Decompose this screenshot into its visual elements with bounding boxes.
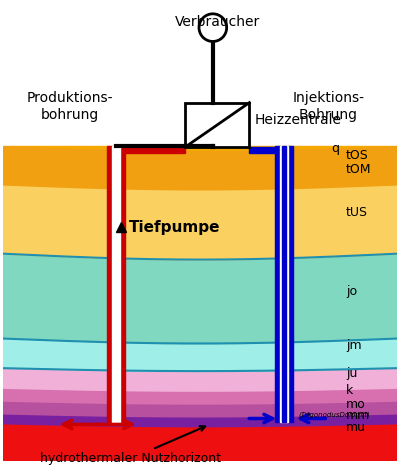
Text: tUS: tUS xyxy=(346,205,368,219)
Polygon shape xyxy=(2,336,398,372)
Polygon shape xyxy=(2,387,398,405)
Text: mo: mo xyxy=(346,398,366,411)
Polygon shape xyxy=(2,146,398,191)
Text: ju: ju xyxy=(346,367,358,380)
Text: Injektions-
Bohrung: Injektions- Bohrung xyxy=(292,92,364,122)
Polygon shape xyxy=(249,147,275,153)
Text: tOM: tOM xyxy=(346,163,372,176)
Polygon shape xyxy=(282,146,286,423)
Polygon shape xyxy=(2,412,398,427)
Text: hydrothermaler Nutzhorizont: hydrothermaler Nutzhorizont xyxy=(40,426,222,465)
Polygon shape xyxy=(2,146,398,461)
Circle shape xyxy=(199,14,227,42)
Text: jm: jm xyxy=(346,339,362,352)
Polygon shape xyxy=(2,423,398,464)
Polygon shape xyxy=(288,146,293,423)
Polygon shape xyxy=(2,400,398,417)
Text: q: q xyxy=(331,142,339,155)
Text: mu: mu xyxy=(346,421,366,434)
Text: Produktions-
bohrung: Produktions- bohrung xyxy=(26,92,113,122)
Polygon shape xyxy=(2,365,398,392)
Polygon shape xyxy=(125,147,185,153)
Text: jo: jo xyxy=(346,285,357,297)
Text: Tiefpumpe: Tiefpumpe xyxy=(129,219,220,234)
Bar xyxy=(185,103,249,147)
Text: (TrigonodusDolomit): (TrigonodusDolomit) xyxy=(299,411,370,418)
Text: tOS: tOS xyxy=(346,149,369,163)
Text: k: k xyxy=(346,384,353,397)
Polygon shape xyxy=(120,146,125,425)
Polygon shape xyxy=(107,146,112,425)
Text: mm: mm xyxy=(346,409,370,422)
Polygon shape xyxy=(2,183,398,261)
Polygon shape xyxy=(2,252,398,345)
Text: Verbraucher: Verbraucher xyxy=(175,15,260,29)
Polygon shape xyxy=(275,146,280,423)
Text: Heizzentrale: Heizzentrale xyxy=(254,113,341,127)
Polygon shape xyxy=(280,146,288,423)
Polygon shape xyxy=(112,146,120,425)
